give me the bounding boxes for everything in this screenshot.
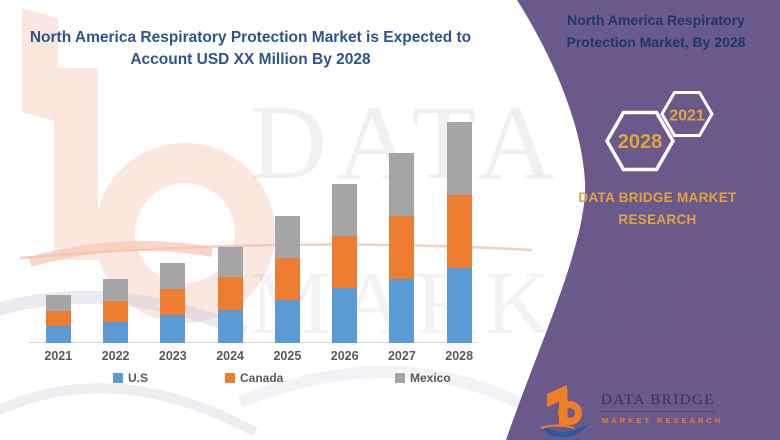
bar-us-2027: [389, 278, 415, 343]
bar-mexico-2023: [160, 262, 186, 289]
x-axis-label-2027: 2027: [387, 349, 416, 363]
bar-canada-2026: [332, 235, 358, 288]
side-panel-heading-line2: Protection Market, By 2028: [566, 33, 746, 50]
x-axis-label-2024: 2024: [216, 349, 244, 363]
bar-us-2024: [217, 310, 243, 343]
brand-wordmark-line2: RESEARCH: [618, 211, 697, 227]
bar-canada-2023: [160, 288, 186, 316]
page-title-line1: North America Respiratory Protection Mar…: [29, 29, 472, 46]
side-panel-heading-line1: North America Respiratory: [567, 12, 745, 28]
side-panel-heading: North America Respiratory Protection Mar…: [540, 10, 772, 53]
bar-mexico-2025: [274, 215, 300, 258]
bar-us-2028: [446, 268, 472, 343]
legend-swatch-us: [113, 373, 123, 383]
hexagon-2028-label: 2028: [618, 131, 663, 153]
legend-swatch-canada: [225, 373, 235, 383]
bar-canada-2021: [45, 310, 71, 327]
bar-canada-2025: [274, 257, 300, 300]
logo-subtitle-text: MARKET RESEARCH: [602, 416, 724, 425]
legend-label: Mexico: [410, 371, 451, 385]
data-bridge-logo-icon: [540, 385, 591, 438]
bar-canada-2027: [389, 215, 415, 279]
brand-wordmark-line1: DATA BRIDGE MARKET: [578, 190, 737, 205]
bar-us-2025: [274, 299, 300, 343]
hexagon-badges: 2021 2028: [604, 91, 714, 172]
bar-mexico-2027: [389, 152, 415, 216]
hexagon-2028: [604, 110, 676, 172]
hexagon-2021: [660, 91, 714, 137]
logo-name-text: DATA BRIDGE: [601, 392, 716, 412]
x-axis-label-2023: 2023: [158, 349, 187, 363]
bar-canada-2022: [103, 300, 129, 322]
legend-label: Canada: [240, 371, 284, 385]
x-axis-label-2028: 2028: [445, 349, 474, 363]
bar-us-2022: [103, 321, 129, 343]
legend-item-us: U.S: [113, 371, 148, 385]
page-title: North America Respiratory Protection Mar…: [28, 27, 473, 72]
bar-canada-2028: [446, 194, 472, 269]
legend-item-mexico: Mexico: [395, 371, 451, 385]
x-axis-label-2021: 2021: [44, 349, 73, 363]
bar-mexico-2026: [332, 183, 358, 236]
bar-mexico-2021: [45, 294, 71, 311]
bar-us-2023: [160, 315, 186, 343]
bar-us-2026: [332, 288, 358, 343]
legend-item-canada: Canada: [225, 371, 283, 385]
brand-wordmark: DATA BRIDGE MARKET RESEARCH: [545, 187, 770, 230]
bar-mexico-2028: [446, 122, 472, 195]
bar-us-2021: [45, 326, 71, 343]
legend-label: U.S: [128, 371, 149, 385]
x-axis-label-2022: 2022: [101, 349, 130, 363]
bar-canada-2024: [217, 276, 243, 311]
x-axis-label-2026: 2026: [330, 349, 359, 363]
bar-mexico-2022: [103, 279, 129, 301]
page-title-line2: Account USD XX Million By 2028: [130, 51, 371, 69]
bar-mexico-2024: [217, 247, 243, 277]
x-axis-line: [28, 342, 478, 343]
hexagon-2021-label: 2021: [669, 108, 705, 125]
legend-swatch-mexico: [395, 373, 405, 383]
x-axis-label-2025: 2025: [273, 349, 302, 363]
